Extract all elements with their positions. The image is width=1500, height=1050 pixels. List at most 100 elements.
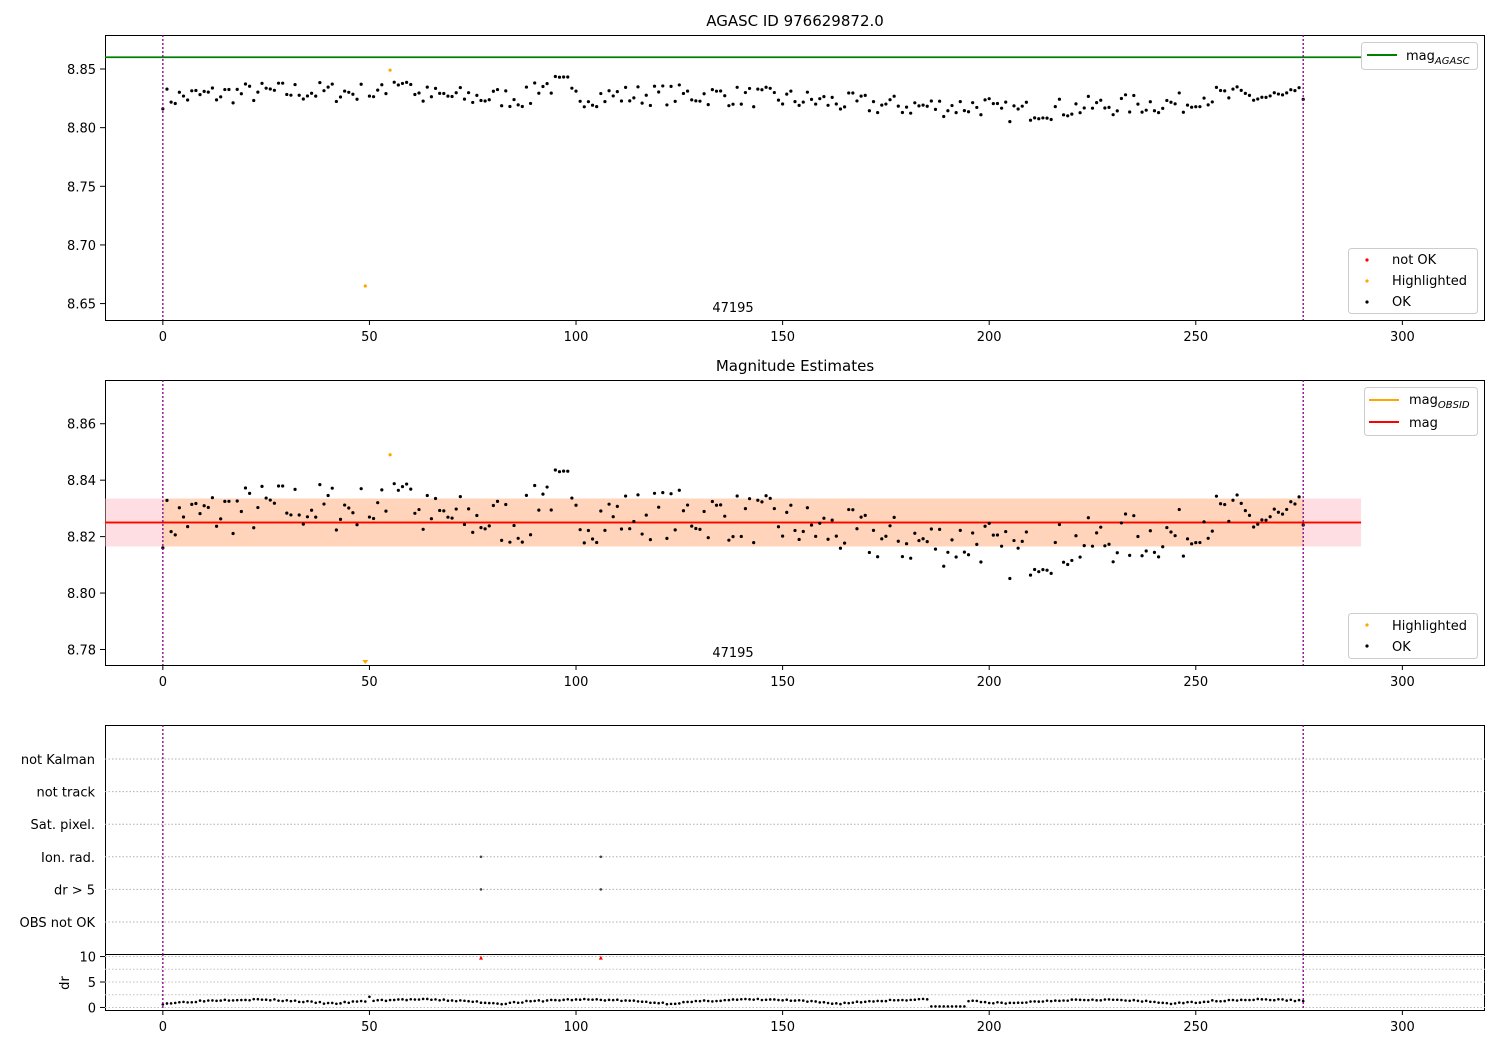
ok-point bbox=[1074, 534, 1078, 538]
dr-point bbox=[182, 1000, 185, 1004]
ok-point bbox=[805, 90, 809, 94]
flag-point bbox=[479, 855, 483, 859]
ok-point bbox=[450, 94, 454, 99]
dr-point bbox=[698, 999, 702, 1003]
dr-point bbox=[500, 1002, 503, 1006]
dr-point bbox=[231, 999, 235, 1002]
dr-point bbox=[496, 1002, 499, 1005]
ok-point bbox=[194, 88, 198, 93]
ok-point bbox=[1198, 105, 1202, 109]
ok-point bbox=[690, 524, 694, 528]
dr-point bbox=[504, 1002, 508, 1006]
dr-point bbox=[843, 1001, 846, 1005]
ok-point bbox=[958, 528, 962, 532]
ok-point bbox=[371, 95, 376, 99]
ok-point bbox=[739, 534, 743, 539]
dr-point bbox=[434, 998, 437, 1001]
ok-point bbox=[429, 95, 434, 99]
ok-point bbox=[946, 109, 950, 113]
legend-marker-highlighted bbox=[1365, 623, 1369, 627]
ok-point bbox=[1173, 102, 1177, 106]
ok-point bbox=[1057, 97, 1062, 101]
dr-point bbox=[442, 998, 446, 1001]
ok-point bbox=[549, 508, 553, 512]
ok-point bbox=[520, 104, 524, 109]
dr-point bbox=[1132, 998, 1136, 1002]
ok-point bbox=[904, 542, 909, 546]
ok-point bbox=[830, 518, 834, 522]
ok-point bbox=[223, 87, 227, 92]
ok-point bbox=[644, 513, 648, 517]
dr-point bbox=[632, 999, 636, 1002]
dr-point bbox=[992, 1001, 995, 1005]
ok-point bbox=[309, 91, 314, 95]
ok-point bbox=[574, 89, 578, 93]
ok-point bbox=[1190, 105, 1194, 109]
ok-point bbox=[838, 107, 843, 111]
dr-point bbox=[967, 999, 970, 1003]
dr-point bbox=[244, 998, 247, 1002]
ok-point bbox=[1202, 96, 1206, 100]
dr-point bbox=[252, 997, 256, 1001]
dr-point bbox=[950, 1005, 954, 1008]
dr-point bbox=[190, 1000, 194, 1004]
ok-point bbox=[871, 99, 876, 104]
ok-point bbox=[958, 100, 962, 104]
ok-point bbox=[516, 536, 520, 540]
ok-point bbox=[376, 501, 380, 505]
ok-point bbox=[669, 492, 673, 496]
dr-point bbox=[1091, 998, 1094, 1001]
ok-point bbox=[322, 502, 326, 506]
ok-point bbox=[1024, 100, 1028, 104]
ok-point bbox=[1123, 512, 1128, 516]
ok-point bbox=[1132, 93, 1136, 98]
ok-point bbox=[458, 494, 462, 499]
dr-point bbox=[591, 998, 594, 1001]
dr-point bbox=[1103, 998, 1107, 1001]
panel-title: AGASC ID 976629872.0 bbox=[706, 12, 884, 30]
ok-point bbox=[165, 87, 169, 91]
dr-point bbox=[260, 998, 264, 1001]
ok-point bbox=[260, 81, 264, 85]
ok-point bbox=[702, 509, 706, 514]
dr-point bbox=[1074, 998, 1078, 1001]
ok-point bbox=[504, 502, 508, 507]
ok-point bbox=[1008, 120, 1012, 124]
dr-point bbox=[1124, 999, 1127, 1002]
ok-point bbox=[289, 93, 293, 97]
dr-point bbox=[1111, 998, 1115, 1002]
ok-point bbox=[545, 485, 549, 489]
dr-point bbox=[582, 997, 586, 1001]
x-tick-label: 150 bbox=[770, 675, 795, 690]
ok-point bbox=[508, 104, 512, 109]
axes: 0 50 100 150 200 250 300 8.78 8.80 8.82 8.84 8.86 bbox=[67, 418, 1415, 690]
ok-point bbox=[582, 105, 586, 109]
ok-point bbox=[1218, 88, 1223, 93]
dr-point bbox=[661, 1001, 665, 1004]
dr-point bbox=[558, 999, 561, 1002]
ok-point bbox=[1227, 519, 1231, 523]
dr-point bbox=[979, 1000, 983, 1004]
dr-point bbox=[178, 1000, 181, 1004]
ok-point bbox=[1260, 95, 1264, 99]
dr-point bbox=[868, 999, 871, 1003]
ok-point bbox=[933, 107, 938, 111]
dr-point bbox=[830, 1002, 834, 1006]
dr-point bbox=[603, 999, 607, 1002]
ok-point bbox=[632, 96, 636, 100]
x-tick-label: 0 bbox=[159, 675, 167, 690]
ok-point bbox=[347, 90, 351, 94]
ok-point bbox=[632, 519, 636, 524]
dr-point bbox=[537, 999, 541, 1002]
dr-point bbox=[215, 999, 218, 1003]
y-axis-label: dr bbox=[58, 976, 73, 990]
dr-point bbox=[954, 1005, 958, 1008]
ok-point bbox=[975, 542, 979, 546]
dr-point bbox=[227, 999, 231, 1002]
ok-point bbox=[495, 87, 500, 92]
dr-point bbox=[1062, 999, 1065, 1002]
ok-point bbox=[673, 528, 677, 532]
ok-point bbox=[343, 89, 347, 93]
ok-point bbox=[1090, 106, 1095, 110]
ok-point bbox=[227, 87, 231, 92]
